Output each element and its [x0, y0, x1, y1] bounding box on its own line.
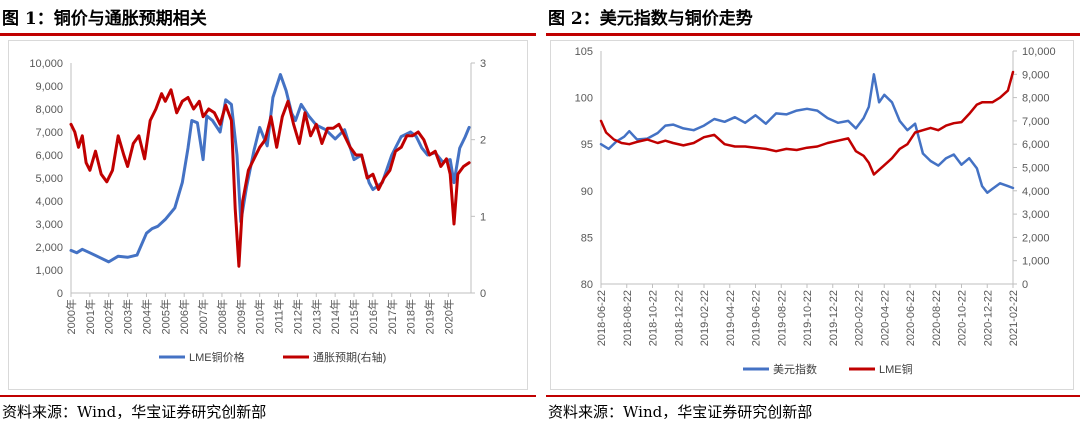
left-y-tick-label: 0	[57, 288, 63, 300]
dollar-copper-chart: 80 85 90 95 100 105 0 1,000 2,000 3,000 4,000 5,000…	[575, 46, 1056, 376]
right-y-tick-label: 8,000	[1022, 93, 1050, 105]
right-y-tick-label: 0	[1022, 279, 1028, 291]
series-line	[69, 73, 471, 264]
legend-label: 通胀预期(右轴)	[313, 350, 386, 364]
x-tick-label: 2007年	[196, 299, 210, 334]
right-y-tick-label: 2	[480, 135, 486, 147]
legend-label: LME铜价格	[189, 350, 245, 364]
x-tick-label: 2020-12-22	[982, 290, 994, 346]
left-y-tick-label: 7,000	[35, 127, 63, 139]
x-tick-label: 2018年	[404, 299, 418, 334]
left-y-tick-label: 9,000	[35, 81, 63, 93]
right-y-tick-label: 10,000	[1022, 46, 1056, 58]
x-tick-label: 2000年	[64, 299, 78, 334]
right-y-tick-label: 3	[480, 58, 486, 70]
figure-2-source: 资料来源：Wind，华宝证券研究创新部	[548, 403, 813, 421]
chart-frame: 0 1,000 2,000 3,000 4,000 5,000 6,000 7,000 8,00…	[8, 40, 528, 390]
left-y-tick-label: 5,000	[35, 173, 63, 185]
left-y-tick-label: 4,000	[35, 196, 63, 208]
x-tick-label: 2019-02-22	[699, 290, 711, 346]
figure-2-title: 图 2：美元指数与铜价走势	[548, 9, 753, 29]
right-y-tick-label: 2,000	[1022, 232, 1050, 244]
x-tick-label: 2018-12-22	[673, 290, 685, 346]
x-tick-label: 2019-12-22	[828, 290, 840, 346]
x-tick-label: 2020-06-22	[905, 290, 917, 346]
left-y-tick-label: 3,000	[35, 219, 63, 231]
left-y-tick-label: 90	[581, 186, 593, 198]
legend-label: LME铜	[879, 362, 913, 376]
x-tick-label: 2013年	[309, 299, 323, 334]
right-figure-panel: 图 2：美元指数与铜价走势 80 85 90 95 100 105 0 1,000 2,000 3…	[546, 0, 1080, 424]
left-y-tick-label: 6,000	[35, 150, 63, 162]
right-y-tick-label: 4,000	[1022, 186, 1050, 198]
source-rule	[0, 395, 536, 397]
figure-1-source: 资料来源：Wind，华宝证券研究创新部	[2, 403, 267, 421]
x-tick-label: 2014年	[328, 299, 342, 334]
x-tick-label: 2001年	[83, 299, 97, 334]
left-y-tick-label: 1,000	[35, 265, 63, 277]
x-tick-label: 2008年	[215, 299, 229, 334]
x-tick-label: 2016年	[366, 299, 380, 334]
x-tick-label: 2004年	[139, 299, 153, 334]
left-figure-panel: 图 1：铜价与通胀预期相关 0 1,000 2,000 3,000 4,000 5,000…	[0, 0, 536, 424]
right-y-tick-label: 5,000	[1022, 163, 1050, 175]
figure-1-title: 图 1：铜价与通胀预期相关	[2, 9, 207, 29]
x-tick-label: 2006年	[177, 299, 191, 334]
left-y-tick-label: 95	[581, 139, 593, 151]
left-y-tick-label: 85	[581, 232, 593, 244]
x-tick-label: 2010年	[253, 299, 267, 334]
x-tick-label: 2019-08-22	[776, 290, 788, 346]
x-tick-label: 2020-08-22	[931, 290, 943, 346]
x-tick-label: 2011年	[272, 299, 286, 334]
title-rule	[546, 33, 1080, 36]
x-tick-label: 2021-02-22	[1008, 290, 1020, 346]
x-tick-label: 2003年	[121, 299, 135, 334]
right-y-tick-label: 0	[480, 288, 486, 300]
right-y-tick-label: 3,000	[1022, 209, 1050, 221]
x-tick-label: 2018-08-22	[622, 290, 634, 346]
x-tick-label: 2020年	[441, 299, 455, 334]
legend-label: 美元指数	[773, 362, 817, 376]
x-tick-label: 2015年	[347, 299, 361, 334]
x-tick-label: 2005年	[158, 299, 172, 334]
x-tick-label: 2002年	[102, 299, 116, 334]
source-rule	[546, 395, 1080, 397]
copper-inflation-chart: 0 1,000 2,000 3,000 4,000 5,000 6,000 7,000 8,00…	[29, 58, 486, 364]
x-tick-label: 2020-02-22	[854, 290, 866, 346]
right-y-tick-label: 6,000	[1022, 139, 1050, 151]
series-line	[69, 88, 471, 268]
x-tick-label: 2020-04-22	[879, 290, 891, 346]
right-y-tick-label: 7,000	[1022, 116, 1050, 128]
x-tick-label: 2019-06-22	[751, 290, 763, 346]
left-y-tick-label: 105	[575, 46, 593, 58]
x-tick-label: 2009年	[234, 299, 248, 334]
series-line	[599, 70, 1015, 176]
x-tick-label: 2019-04-22	[725, 290, 737, 346]
left-y-tick-label: 10,000	[29, 58, 63, 70]
left-y-tick-label: 2,000	[35, 242, 63, 254]
x-tick-label: 2020-10-22	[957, 290, 969, 346]
x-tick-label: 2019-10-22	[802, 290, 814, 346]
x-tick-label: 2019年	[422, 299, 436, 334]
chart-frame: 80 85 90 95 100 105 0 1,000 2,000 3,000 4,000 5,000…	[550, 40, 1074, 390]
series-line	[599, 73, 1015, 194]
title-rule	[0, 33, 536, 36]
right-y-tick-label: 1	[480, 211, 486, 223]
right-y-tick-label: 9,000	[1022, 69, 1050, 81]
x-tick-label: 2018-10-22	[648, 290, 660, 346]
left-y-tick-label: 8,000	[35, 104, 63, 116]
x-tick-label: 2012年	[290, 299, 304, 334]
left-y-tick-label: 100	[575, 93, 593, 105]
x-tick-label: 2018-06-22	[596, 290, 608, 346]
x-tick-label: 2017年	[385, 299, 399, 334]
left-y-tick-label: 80	[581, 279, 593, 291]
right-y-tick-label: 1,000	[1022, 256, 1050, 268]
